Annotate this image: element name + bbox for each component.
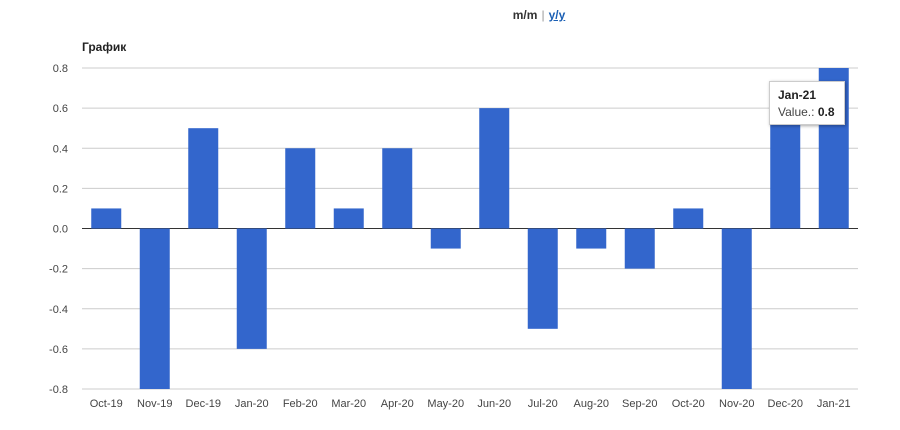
y-tick-label: -0.2 (49, 264, 68, 276)
bar[interactable] (382, 148, 413, 229)
bar[interactable] (333, 208, 364, 229)
x-tick-label: Sep-20 (622, 398, 657, 410)
chart-title: График (82, 40, 127, 54)
y-axis-ticks: 0.8 0.6 0.4 0.2 0.0 -0.2 -0.4 -0.6 -0.8 (49, 63, 68, 396)
bar[interactable] (527, 228, 558, 329)
tooltip: Jan-21 Value.: 0.8 (769, 81, 845, 125)
x-tick-label: Mar-20 (331, 398, 366, 410)
x-tick-label: Apr-20 (381, 398, 414, 410)
x-tick-label: Oct-20 (672, 398, 705, 410)
mm-toggle-label[interactable]: m/m (512, 8, 538, 22)
tooltip-title: Jan-21 (778, 88, 817, 102)
x-tick-label: Jul-20 (528, 398, 558, 410)
bar[interactable] (479, 108, 510, 229)
bar[interactable] (624, 228, 655, 269)
x-tick-label: Jan-20 (235, 398, 269, 410)
y-tick-label: 0.8 (53, 63, 68, 75)
tooltip-value: 0.8 (817, 105, 835, 119)
x-tick-label: Dec-19 (186, 398, 221, 410)
bar[interactable] (721, 228, 752, 390)
y-tick-label: -0.6 (49, 344, 68, 356)
yy-toggle-link[interactable]: y/y (548, 8, 566, 22)
x-tick-label: May-20 (427, 398, 464, 410)
y-tick-label: 0.4 (53, 143, 68, 155)
y-tick-label: 0.0 (53, 224, 68, 236)
x-tick-label: Aug-20 (574, 398, 609, 410)
x-tick-label: Nov-19 (137, 398, 172, 410)
x-tick-label: Oct-19 (90, 398, 123, 410)
bar[interactable] (139, 228, 170, 390)
tooltip-value-label: Value.: (778, 105, 815, 119)
toggle-separator: | (541, 8, 545, 22)
bar[interactable] (430, 228, 461, 249)
x-tick-label: Jun-20 (477, 398, 511, 410)
y-tick-label: -0.4 (49, 304, 68, 316)
bar[interactable] (188, 128, 219, 229)
x-tick-label: Jan-21 (817, 398, 851, 410)
bar[interactable] (236, 228, 267, 349)
bar[interactable] (285, 148, 316, 229)
x-tick-label: Nov-20 (719, 398, 754, 410)
period-toggle: m/m | y/y (0, 8, 900, 22)
bar[interactable] (576, 228, 607, 249)
tooltip-pointer (798, 69, 812, 82)
y-tick-label: 0.2 (53, 183, 68, 195)
x-axis-ticks: Oct-19 Nov-19 Dec-19 Jan-20 Feb-20 Mar-20 Apr-… (90, 398, 851, 410)
y-tick-label: -0.8 (49, 384, 68, 396)
bar[interactable] (91, 208, 122, 229)
x-tick-label: Feb-20 (283, 398, 318, 410)
y-tick-label: 0.6 (53, 103, 68, 115)
bar[interactable] (673, 208, 704, 229)
bars (91, 68, 849, 389)
x-tick-label: Dec-20 (768, 398, 803, 410)
